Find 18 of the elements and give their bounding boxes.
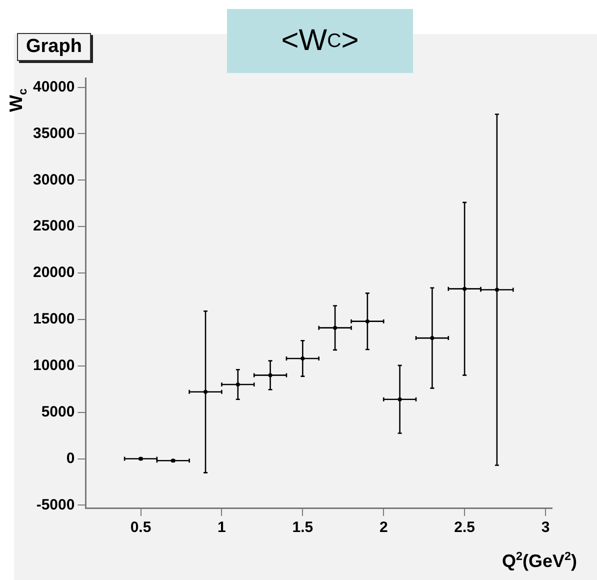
x-tick-label: 2 — [379, 519, 388, 536]
y-tick-label: 20000 — [32, 264, 75, 282]
y-tick-label: 30000 — [32, 171, 75, 188]
y-tick-label: 0 — [66, 450, 75, 467]
y-tick-label: 15000 — [32, 310, 75, 328]
x-tick-label: 2.5 — [454, 519, 475, 536]
x-tick-label: 1.5 — [292, 519, 314, 536]
y-tick-label: 25000 — [32, 218, 75, 235]
y-tick-label: 5000 — [41, 403, 75, 420]
y-tick-label: 10000 — [32, 357, 75, 374]
x-axis-title: Q$^{2}$(GeV$^{2}$) — [502, 550, 577, 572]
y-tick-label: -5000 — [36, 496, 75, 514]
x-tick-label: 0.5 — [130, 519, 152, 536]
x-tick-label: 3 — [541, 519, 550, 536]
text: Graph — [17, 33, 91, 61]
y-tick-label: 35000 — [32, 124, 75, 142]
y-tick-label: 40000 — [32, 78, 75, 96]
x-tick-label: 1 — [218, 519, 226, 536]
